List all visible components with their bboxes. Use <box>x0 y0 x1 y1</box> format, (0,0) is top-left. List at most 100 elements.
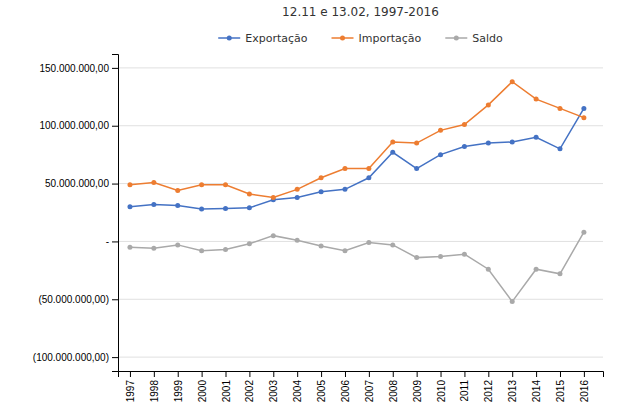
y-tick: 50.000.000,00 <box>45 178 118 189</box>
series-marker <box>271 195 276 200</box>
series-marker <box>414 141 419 146</box>
x-tick-mark <box>441 371 442 377</box>
legend-marker <box>227 36 232 41</box>
series-marker <box>319 175 324 180</box>
series-marker <box>342 166 347 171</box>
legend-item: Saldo <box>445 32 503 45</box>
series <box>127 230 586 304</box>
grid-line <box>118 299 603 300</box>
x-axis: 1997199819992000200120022003200420052006… <box>119 371 604 402</box>
x-tick: 1997 <box>125 371 136 402</box>
legend-marker <box>340 36 345 41</box>
series-marker <box>581 115 586 120</box>
series-marker <box>510 79 515 84</box>
x-tick-mark <box>321 371 322 377</box>
x-tick-label: 2004 <box>292 380 303 403</box>
legend-label: Saldo <box>472 32 503 45</box>
series-marker <box>366 175 371 180</box>
plot-area: 150.000.000,00100.000.000,0050.000.000,0… <box>33 55 604 403</box>
x-tick-mark <box>393 371 394 377</box>
x-tick: 2002 <box>244 371 255 402</box>
y-tick-label: 100.000.000,00 <box>39 120 109 131</box>
x-tick-mark <box>345 371 346 377</box>
x-tick-mark <box>297 371 298 377</box>
series-marker <box>366 166 371 171</box>
x-tick-mark <box>226 371 227 377</box>
y-axis: 150.000.000,00100.000.000,0050.000.000,0… <box>33 55 119 372</box>
x-tick: 1998 <box>149 371 160 402</box>
x-tick-label: 2015 <box>555 380 566 403</box>
series-marker <box>295 187 300 192</box>
series-marker <box>295 195 300 200</box>
x-tick: 2011 <box>459 371 470 402</box>
series-marker <box>151 202 156 207</box>
x-tick-label: 1998 <box>149 380 160 403</box>
x-tick-label: 2008 <box>388 380 399 403</box>
series-marker <box>438 128 443 133</box>
x-tick-mark <box>417 371 418 377</box>
series-marker <box>175 242 180 247</box>
x-tick-mark <box>584 371 585 377</box>
x-tick: 2008 <box>388 371 399 402</box>
y-tick-label: 50.000.000,00 <box>45 178 109 189</box>
x-tick: 2000 <box>197 371 208 402</box>
x-tick-mark <box>560 371 561 377</box>
series-marker <box>462 252 467 257</box>
series-marker <box>557 106 562 111</box>
legend-item: Importação <box>332 32 422 45</box>
x-tick: 2009 <box>412 371 423 402</box>
y-tick: (50.000.000,00) <box>38 294 118 305</box>
x-tick-label: 2000 <box>197 380 208 403</box>
series-marker <box>319 244 324 249</box>
x-tick-label: 2013 <box>507 380 518 403</box>
series-marker <box>486 102 491 107</box>
x-tick-label: 2010 <box>436 380 447 403</box>
legend-label: Exportação <box>245 32 308 45</box>
x-tick-mark <box>464 371 465 377</box>
series-marker <box>319 189 324 194</box>
legend-label: Importação <box>359 32 422 45</box>
series-marker <box>557 146 562 151</box>
x-tick: 2016 <box>579 371 590 402</box>
series-marker <box>199 248 204 253</box>
x-tick-mark <box>202 371 203 377</box>
x-tick-mark <box>130 371 131 377</box>
legend-marker <box>454 36 459 41</box>
x-tick-label: 1997 <box>125 380 136 403</box>
series-marker <box>366 240 371 245</box>
x-tick: 2001 <box>221 371 232 402</box>
y-tick: - <box>106 236 118 247</box>
series-marker <box>557 271 562 276</box>
x-tick-mark <box>273 371 274 377</box>
y-tick: (100.000.000,00) <box>33 352 118 363</box>
series-marker <box>199 182 204 187</box>
series-marker <box>247 205 252 210</box>
series-marker <box>462 144 467 149</box>
y-tick-mark <box>112 357 118 358</box>
series <box>127 106 586 212</box>
series-marker <box>534 267 539 272</box>
series-marker <box>127 245 132 250</box>
series-marker <box>534 135 539 140</box>
series-marker <box>486 267 491 272</box>
y-tick-mark <box>112 241 118 242</box>
grid-line <box>118 67 603 68</box>
x-tick-label: 2009 <box>412 380 423 403</box>
series-marker <box>295 238 300 243</box>
series-line <box>130 82 584 198</box>
x-tick-mark <box>369 371 370 377</box>
x-tick: 2013 <box>507 371 518 402</box>
series-marker <box>390 139 395 144</box>
y-tick-mark <box>112 126 118 127</box>
series-marker <box>127 182 132 187</box>
series-marker <box>390 150 395 155</box>
chart-svg: 150.000.000,00100.000.000,0050.000.000,0… <box>0 0 619 417</box>
x-tick-label: 2012 <box>483 380 494 403</box>
grid-line <box>118 241 603 242</box>
series-marker <box>175 203 180 208</box>
series-marker <box>271 233 276 238</box>
series-line <box>130 232 584 301</box>
x-tick: 2010 <box>436 371 447 402</box>
x-tick: 2004 <box>292 371 303 402</box>
x-tick-label: 2002 <box>244 380 255 403</box>
